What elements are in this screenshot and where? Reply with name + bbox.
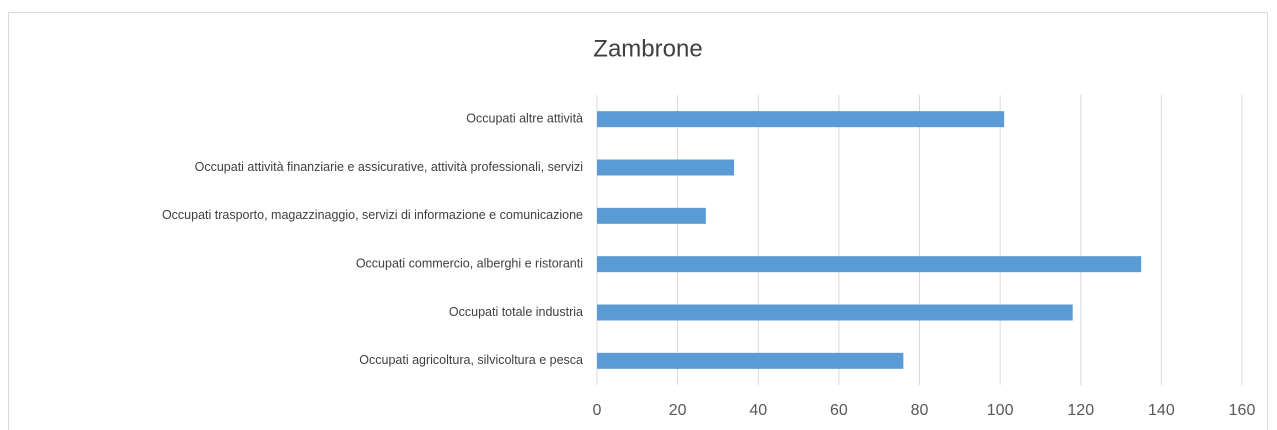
chart-title: Zambrone (593, 35, 702, 62)
y-tick-label: Occupati agricoltura, silvicoltura e pes… (359, 353, 583, 367)
y-tick-label: Occupati commercio, alberghi e ristorant… (356, 256, 583, 270)
bar (597, 256, 1142, 273)
bar (597, 352, 904, 369)
x-tick-label: 40 (749, 402, 767, 419)
y-tick-label: Occupati altre attività (466, 111, 583, 125)
bar (597, 207, 706, 224)
y-tick-label: Occupati trasporto, magazzinaggio, servi… (162, 208, 583, 222)
x-tick-label: 0 (593, 402, 602, 419)
bar (597, 111, 1005, 128)
x-tick-label: 20 (669, 402, 687, 419)
bar (597, 159, 735, 176)
x-tick-label: 80 (911, 402, 929, 419)
x-tick-label: 100 (987, 402, 1014, 419)
x-tick-label: 140 (1148, 402, 1175, 419)
x-tick-label: 120 (1067, 402, 1094, 419)
bar (597, 304, 1073, 321)
y-tick-label: Occupati totale industria (449, 305, 583, 319)
y-tick-label: Occupati attività finanziarie e assicura… (195, 160, 583, 174)
x-tick-label: 160 (1229, 402, 1256, 419)
x-tick-label: 60 (830, 402, 848, 419)
